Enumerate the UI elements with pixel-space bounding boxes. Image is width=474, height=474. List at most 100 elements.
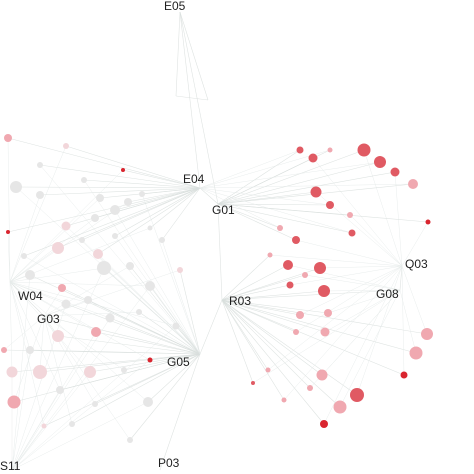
node-edge xyxy=(304,274,401,291)
node-edge xyxy=(221,299,254,384)
node-edge xyxy=(221,299,311,389)
node-edge xyxy=(97,187,201,255)
node-edge xyxy=(217,161,381,205)
node-edge xyxy=(39,187,201,196)
hub-label-w04: W04 xyxy=(18,289,43,303)
node-edge xyxy=(339,289,401,408)
node-edge xyxy=(149,187,201,229)
node-edge xyxy=(43,315,73,425)
node-edge xyxy=(11,371,91,471)
node-edge xyxy=(141,187,201,195)
node-edge xyxy=(3,349,201,355)
node-edge xyxy=(199,149,301,189)
node-edge xyxy=(9,281,151,287)
node-edge xyxy=(401,265,405,376)
graph-node xyxy=(333,400,347,414)
edge-layer xyxy=(3,11,429,471)
node-edge xyxy=(43,315,125,371)
graph-node xyxy=(91,214,99,222)
hub-edge xyxy=(221,289,401,301)
graph-node xyxy=(124,198,132,206)
node-edge xyxy=(199,149,331,189)
node-edge xyxy=(394,171,403,267)
hub-label-r03: R03 xyxy=(229,294,251,308)
node-edge xyxy=(7,231,11,283)
graph-node xyxy=(320,327,330,337)
hub-label-layer: E05 E04 G01 Q03 G08 R03 W04 G03 G05 S11 … xyxy=(0,0,428,473)
node-edge xyxy=(89,353,201,373)
node-edge xyxy=(149,353,201,361)
node-edge xyxy=(11,274,31,471)
hub-label-g08: G08 xyxy=(376,287,399,301)
node-edge xyxy=(221,299,341,408)
node-edge xyxy=(9,281,67,305)
graph-node xyxy=(302,272,308,278)
node-edge xyxy=(129,265,201,355)
node-edge xyxy=(11,401,149,471)
graph-node xyxy=(147,225,153,231)
graph-node xyxy=(84,296,92,304)
node-edge xyxy=(9,281,91,373)
node-edge xyxy=(175,325,201,355)
node-edge xyxy=(9,281,111,319)
node-edge xyxy=(9,281,151,361)
graph-node xyxy=(58,284,66,292)
node-edge xyxy=(9,201,129,283)
graph-node xyxy=(347,212,353,218)
graph-node xyxy=(281,397,287,403)
node-edge xyxy=(94,187,201,219)
graph-node xyxy=(159,237,165,243)
node-edge xyxy=(141,193,201,355)
graph-node xyxy=(357,143,371,157)
graph-node xyxy=(56,386,64,394)
node-edge xyxy=(221,299,301,316)
graph-node xyxy=(61,221,71,231)
node-edge xyxy=(87,299,201,355)
node-edge xyxy=(97,253,201,355)
graph-node xyxy=(143,397,153,407)
graph-node xyxy=(251,381,255,385)
hub-edge xyxy=(199,187,219,205)
graph-node xyxy=(121,367,127,373)
node-edge xyxy=(221,299,325,425)
node-edge xyxy=(103,267,201,355)
node-edge xyxy=(295,265,403,333)
node-edge xyxy=(7,137,11,283)
node-edge xyxy=(11,285,151,471)
node-edge xyxy=(221,299,323,376)
graph-node xyxy=(41,423,47,429)
node-edge xyxy=(161,239,201,355)
graph-node xyxy=(172,322,180,330)
node-edge xyxy=(39,164,201,189)
hub-edge xyxy=(175,11,181,97)
node-edge xyxy=(287,264,401,291)
node-edge xyxy=(401,221,429,267)
graph-node xyxy=(112,233,118,239)
node-edge xyxy=(289,265,403,286)
graph-node xyxy=(286,281,294,289)
graph-node xyxy=(425,219,431,225)
graph-node xyxy=(327,147,333,153)
graph-node xyxy=(350,388,364,402)
node-edge xyxy=(83,179,201,355)
node-edge xyxy=(312,157,403,267)
node-edge xyxy=(221,274,306,301)
node-edge xyxy=(269,254,403,267)
graph-node xyxy=(409,346,423,360)
node-edge xyxy=(221,299,428,335)
hub-edge xyxy=(175,95,209,101)
graph-node xyxy=(52,330,64,342)
node-edge xyxy=(11,389,61,471)
node-edge xyxy=(199,187,331,206)
node-edge xyxy=(221,299,405,376)
graph-node xyxy=(96,194,104,202)
node-edge xyxy=(267,265,403,371)
node-edge xyxy=(221,299,326,333)
graph-node xyxy=(26,346,34,354)
node-edge xyxy=(9,281,177,327)
graph-node xyxy=(267,252,273,258)
graph-node xyxy=(421,328,433,340)
node-edge xyxy=(11,325,177,471)
graph-node xyxy=(25,270,35,280)
node-edge xyxy=(221,299,358,396)
